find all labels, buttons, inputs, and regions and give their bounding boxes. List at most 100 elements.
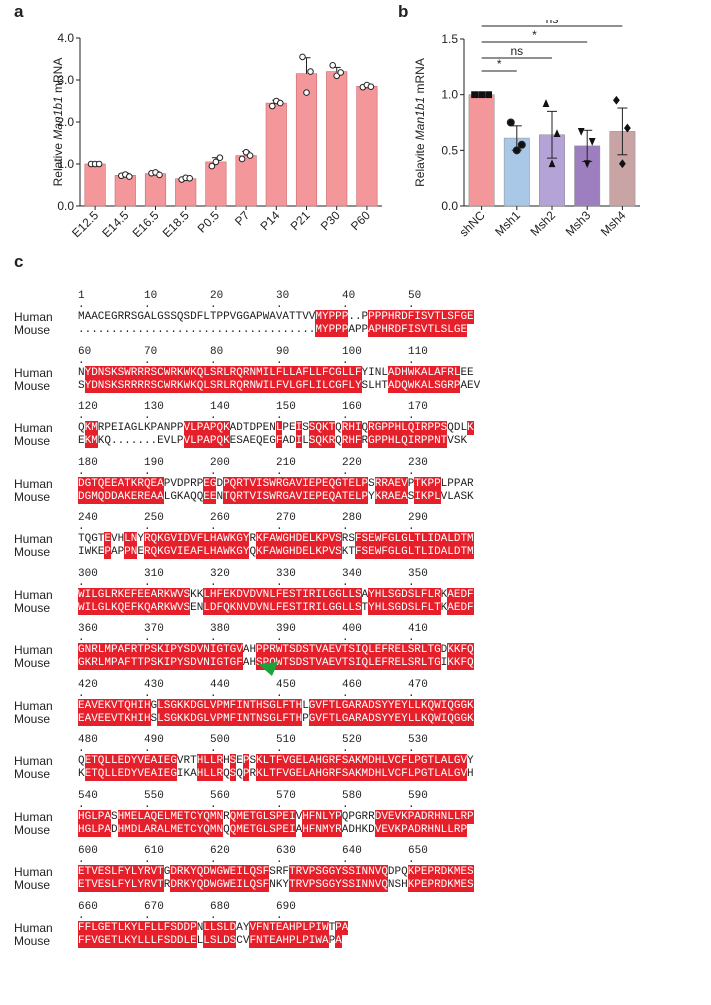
data-point bbox=[238, 155, 246, 163]
data-point bbox=[512, 146, 521, 155]
chart-b-knockdown-expression: 0.0 0.5 1.0 1.5 Relavite Man1b1 mRNA shNC Msh1… bbox=[413, 20, 640, 239]
species-label-human: Human bbox=[14, 310, 53, 324]
sequence-human: EAVEKVTQHIHGLSGKKDGLVPMFINTHSGLFTHLGVFTL… bbox=[78, 698, 474, 713]
species-label-human: Human bbox=[14, 698, 53, 713]
panel-label-a: a bbox=[14, 2, 24, 21]
bar-P60 bbox=[356, 86, 378, 207]
species-label-mouse: Mouse bbox=[14, 378, 51, 393]
species-label-mouse: Mouse bbox=[14, 711, 51, 726]
significance-label: * bbox=[497, 57, 502, 71]
x-tick-label: P30 bbox=[318, 208, 343, 233]
significance-label: ns bbox=[510, 44, 523, 58]
sequence-human: QETQLLEDYVEAIEGVRTHLLRHSEPSKLTFVGELAHGRF… bbox=[78, 754, 474, 768]
sequence-human: DGTQEEATKRQEAPVDPRPEGDPQRTVISWRGAVIEPEQG… bbox=[78, 476, 474, 491]
sequence-human: WILGLRKEFEEARKWVSKKLHFEKDVDVNLFESTIRILGG… bbox=[78, 587, 474, 602]
position-ruler: 180 190 200 210 220 230 bbox=[78, 456, 428, 469]
data-point bbox=[624, 123, 631, 133]
sequence-mouse: HGLPADHMDLARALMETCYQMNQQMETGLSPEIAHFNMYR… bbox=[78, 822, 468, 837]
y-tick-label: 3.0 bbox=[57, 73, 74, 87]
ruler-ticks: . . . . . . bbox=[78, 854, 428, 866]
x-tick-label: P21 bbox=[288, 208, 313, 233]
x-tick-label: P60 bbox=[348, 208, 373, 233]
sequence-human: GNRLMPAFRTPSKIPYSDVNIGTGVAHPPRWTSDSTVAEV… bbox=[78, 643, 474, 657]
x-tick-label: E14.5 bbox=[99, 208, 131, 240]
y-tick-label: 4.0 bbox=[57, 31, 74, 45]
ruler-ticks: . . . . . . bbox=[78, 299, 422, 311]
panel-label-c: c bbox=[14, 252, 24, 271]
data-point bbox=[216, 154, 224, 161]
data-point bbox=[548, 159, 556, 168]
ruler-ticks: . . . . . . bbox=[78, 687, 428, 700]
species-label-human: Human bbox=[14, 421, 53, 435]
data-point bbox=[588, 138, 596, 146]
species-label-mouse: Mouse bbox=[14, 656, 51, 670]
x-tick-label: Msh4 bbox=[598, 208, 629, 239]
sequence-mouse: ETVESLFYLYRVTRDRKYQDWGWEILQSFNKYTRVPSGGY… bbox=[78, 878, 474, 892]
data-point bbox=[517, 140, 526, 149]
species-label-human: Human bbox=[14, 532, 53, 546]
y-tick-label: 2.0 bbox=[57, 115, 74, 129]
position-ruler: 480 490 500 510 520 530 bbox=[78, 734, 428, 746]
position-ruler: 540 550 560 570 580 590 bbox=[78, 789, 428, 802]
species-label-human: Human bbox=[14, 587, 53, 602]
sequence-human: NYDNSKSWRRRSCWRKWKQLSRLRQRNMILFLLAFLLFCG… bbox=[78, 365, 474, 380]
ruler-ticks: . . . . bbox=[78, 909, 296, 922]
y-tick-label: 0.0 bbox=[57, 199, 74, 213]
species-label-human: Human bbox=[14, 754, 53, 768]
sequence-human: FFLGETLKYLFLLFSDDPNLLSLDAYVFNTEAHPLPIWTP… bbox=[78, 920, 349, 935]
data-point bbox=[299, 53, 306, 61]
bar-E12.5 bbox=[84, 163, 106, 207]
data-point bbox=[613, 95, 620, 105]
sequence-human: MAACEGRRSGALGSSQSDFLTPPVGGAPWAVATTVVMYPP… bbox=[78, 310, 474, 324]
bar-E14.5 bbox=[114, 175, 136, 207]
ruler-ticks: . . . . . . bbox=[78, 798, 428, 811]
significance-label: ns bbox=[546, 20, 559, 26]
sequence-mouse: DGMQDDAKEREAALGKAQQEENTQRTVISWRGAVIEPEQA… bbox=[78, 489, 474, 504]
y-axis-label: Relative Man1b1 mRNA bbox=[51, 58, 65, 187]
x-tick-label: E16.5 bbox=[130, 208, 162, 240]
x-tick-label: P7 bbox=[232, 208, 253, 229]
position-ruler: 240 250 260 270 280 290 bbox=[78, 512, 428, 524]
position-ruler: 420 430 440 450 460 470 bbox=[78, 678, 428, 691]
position-ruler: 120 130 140 150 160 170 bbox=[78, 401, 428, 413]
data-point bbox=[277, 99, 284, 107]
data-point bbox=[212, 158, 220, 166]
ruler-ticks: . . . . . . bbox=[78, 576, 428, 589]
sequence-human: HGLPASHMELAQELMETCYQMNRQMETGLSPEIVHFNLYP… bbox=[78, 809, 474, 824]
species-label-mouse: Mouse bbox=[14, 600, 51, 615]
sequence-mouse: ....................................MYPP… bbox=[78, 323, 468, 337]
sequence-mouse: IWKEPAPPNERQKGVIEAFLHAWKGYQKFAWGHDELKPVS… bbox=[78, 545, 474, 559]
sequence-mouse: GKRLMPAFTTPSKIPYSDVNIGTGFAHSPQWTSDSTVAEV… bbox=[78, 656, 474, 670]
bar-P7 bbox=[235, 155, 257, 207]
arrowhead-marker-icon bbox=[258, 662, 278, 676]
ruler-ticks: . . . . . . bbox=[78, 465, 428, 478]
data-point bbox=[542, 99, 550, 107]
species-label-human: Human bbox=[14, 809, 53, 824]
x-tick-label: Msh1 bbox=[492, 208, 523, 239]
y-tick-label: 1.5 bbox=[441, 32, 458, 46]
sequence-human: ETVESLFYLYRVTGDRKYQDWGWEILQSFSRFTRVPSGGY… bbox=[78, 865, 474, 879]
position-ruler: 360 370 380 390 400 410 bbox=[78, 623, 428, 635]
sequence-mouse: EAVEEVTKHIHSLSGKKDGLVPMFINTNSGLFTHPGVFTL… bbox=[78, 711, 474, 726]
data-point bbox=[478, 91, 485, 99]
data-point bbox=[329, 62, 337, 69]
sequence-mouse: WILGLKQEFKQARKWVSENLDFQKNVDVNLFESTIRILGG… bbox=[78, 600, 474, 615]
sequence-human: QKMRPEIAGLKPANPPVLPAPQKADTDPENLPEISSQKTQ… bbox=[78, 421, 474, 435]
data-point bbox=[303, 89, 310, 96]
x-tick-label: P0.5 bbox=[195, 208, 223, 236]
species-label-human: Human bbox=[14, 476, 53, 491]
bar-shNC bbox=[468, 94, 495, 207]
data-point bbox=[156, 171, 163, 179]
x-tick-label: Msh3 bbox=[563, 208, 594, 239]
data-point bbox=[246, 152, 254, 159]
bar-P30 bbox=[326, 71, 348, 207]
position-ruler: 300 310 320 330 340 350 bbox=[78, 567, 428, 580]
species-label-mouse: Mouse bbox=[14, 434, 51, 448]
data-point bbox=[485, 91, 492, 99]
data-point bbox=[307, 68, 314, 75]
ruler-ticks: . . . . . . bbox=[78, 521, 428, 533]
position-ruler: 600 610 620 630 640 650 bbox=[78, 845, 428, 857]
sequence-mouse: KETQLLEDYVEAIEGIKAHLLRQSQPRKLTFVGELAHGRF… bbox=[78, 767, 474, 781]
x-tick-label: Msh2 bbox=[527, 208, 558, 239]
